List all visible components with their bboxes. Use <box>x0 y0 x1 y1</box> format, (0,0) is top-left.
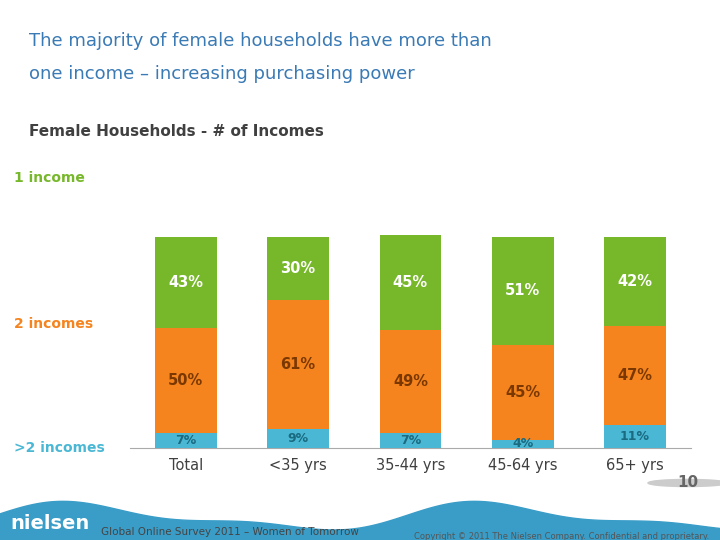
Text: 45%: 45% <box>393 275 428 290</box>
Bar <box>604 237 666 326</box>
Bar <box>604 425 666 448</box>
Bar <box>379 330 441 434</box>
Text: 45%: 45% <box>505 384 540 400</box>
Text: nielsen: nielsen <box>11 514 90 534</box>
Text: 11%: 11% <box>620 430 650 443</box>
Text: 50%: 50% <box>168 373 203 388</box>
Text: 49%: 49% <box>393 374 428 389</box>
Text: 43%: 43% <box>168 275 203 290</box>
Text: 51%: 51% <box>505 284 540 298</box>
Text: 30%: 30% <box>281 261 315 276</box>
Bar <box>267 429 329 448</box>
Bar <box>492 345 554 440</box>
Bar <box>155 237 217 328</box>
Circle shape <box>648 480 720 487</box>
Text: The majority of female households have more than: The majority of female households have m… <box>29 32 492 50</box>
Text: one income – increasing purchasing power: one income – increasing purchasing power <box>29 65 415 83</box>
Text: 2 incomes: 2 incomes <box>14 317 94 331</box>
Text: Copyright © 2011 The Nielsen Company. Confidential and proprietary.: Copyright © 2011 The Nielsen Company. Co… <box>414 532 709 540</box>
Bar <box>155 434 217 448</box>
Text: 9%: 9% <box>287 432 309 445</box>
Bar <box>379 235 441 330</box>
Text: 42%: 42% <box>618 274 652 289</box>
Bar <box>267 300 329 429</box>
Text: >2 incomes: >2 incomes <box>14 441 105 455</box>
Text: 61%: 61% <box>281 357 315 372</box>
Text: Female Households - # of Incomes: Female Households - # of Incomes <box>29 124 324 139</box>
Bar <box>267 237 329 300</box>
Text: Global Online Survey 2011 – Women of Tomorrow: Global Online Survey 2011 – Women of Tom… <box>102 527 359 537</box>
Text: 1 income: 1 income <box>14 171 85 185</box>
Text: 4%: 4% <box>512 437 534 450</box>
Bar <box>492 440 554 448</box>
Text: 7%: 7% <box>400 434 421 447</box>
Bar <box>604 326 666 425</box>
Text: 47%: 47% <box>618 368 652 383</box>
Text: 10: 10 <box>677 476 698 490</box>
Bar <box>155 328 217 434</box>
Bar <box>379 434 441 448</box>
Text: 7%: 7% <box>175 434 197 447</box>
Bar <box>492 237 554 345</box>
